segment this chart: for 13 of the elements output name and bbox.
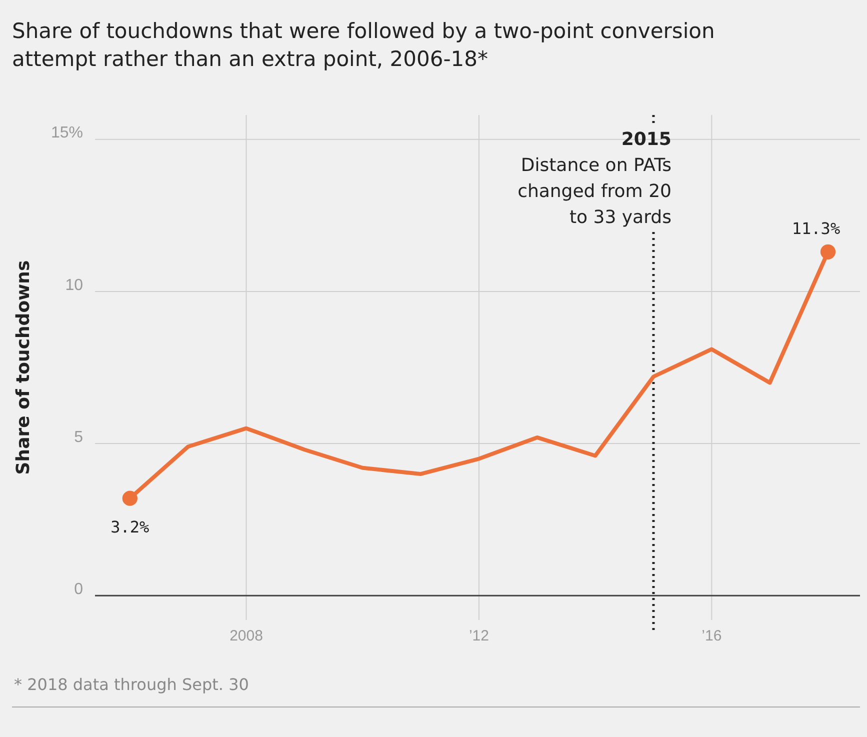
legend-label: 2015 Distance on PATs changed from 20 to 33 yards: [518, 129, 672, 228]
y-tick-label: 0: [74, 581, 84, 598]
y-axis-title: Share of touchdowns: [13, 260, 34, 475]
y-tick-label: 5: [74, 428, 84, 446]
data-label: 3.2%: [110, 517, 150, 536]
x-tick-label: ’12: [468, 628, 489, 645]
data-label: 11.3%: [792, 218, 840, 238]
y-tick-label: 15%: [50, 124, 83, 142]
text: * 2018 data through Sept. 30: [14, 675, 249, 694]
chart-title: Share of touchdowns that were followed by a two-point conversion attempt rather than an extra point, 2006-18*: [12, 19, 715, 71]
x-tick-label: 2008: [230, 628, 263, 645]
x-tick-label: ’16: [702, 628, 722, 645]
y-tick-label: 10: [65, 276, 84, 294]
